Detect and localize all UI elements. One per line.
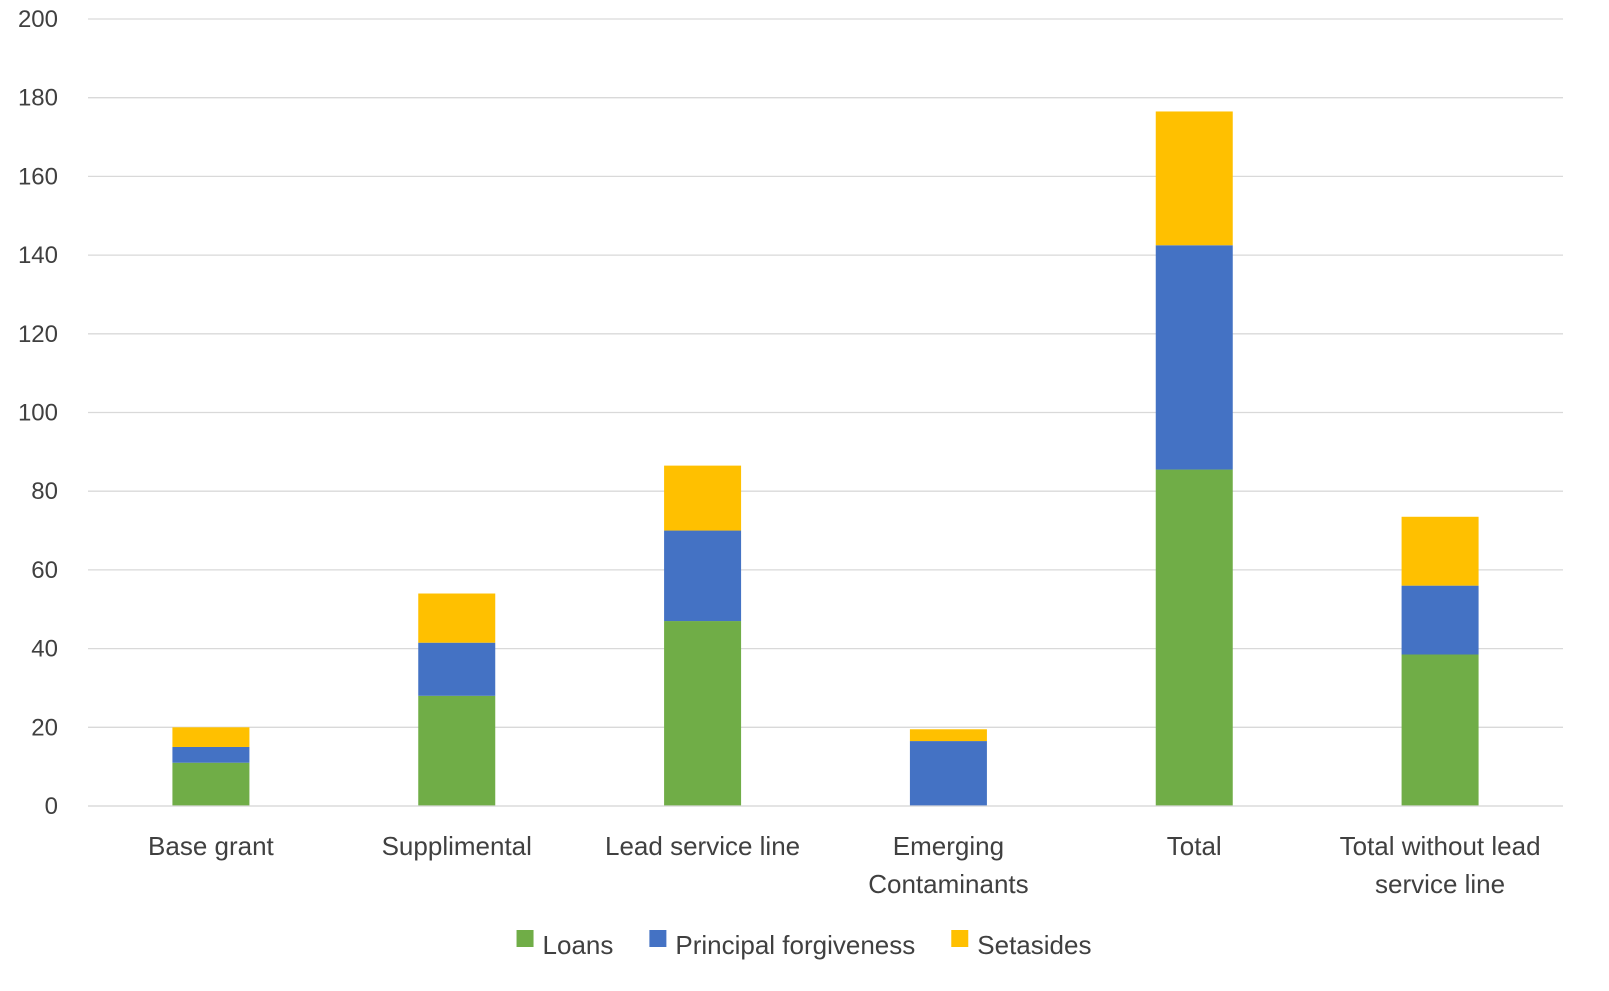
x-category-label-line: Base grant xyxy=(148,831,275,861)
x-category-label-line: service line xyxy=(1375,869,1505,899)
x-category-label: Lead service line xyxy=(605,831,800,861)
legend: Loans Principal forgiveness Setasides xyxy=(516,930,1091,960)
legend-label: Setasides xyxy=(977,930,1091,960)
x-category-label-line: Lead service line xyxy=(605,831,800,861)
y-tick-label: 120 xyxy=(18,321,58,348)
bar-setasides-2 xyxy=(664,465,742,531)
bar-principal-forgiveness-5 xyxy=(1401,585,1479,655)
bar-loans-1 xyxy=(418,695,496,806)
bar-setasides-1 xyxy=(418,593,496,643)
x-category-label-line: Supplimental xyxy=(382,831,532,861)
x-category-label-line: Total without lead xyxy=(1340,831,1541,861)
y-tick-label: 100 xyxy=(18,400,58,427)
y-tick-label: 40 xyxy=(31,636,58,663)
x-category-label-line: Total xyxy=(1167,831,1222,861)
bars xyxy=(172,111,1479,806)
gridlines xyxy=(88,18,1563,807)
legend-item-principal-forgiveness: Principal forgiveness xyxy=(649,930,915,960)
x-category-label: Total xyxy=(1167,831,1222,861)
legend-item-setasides: Setasides xyxy=(951,930,1091,960)
y-tick-label: 140 xyxy=(18,242,58,269)
bar-loans-4 xyxy=(1155,469,1233,806)
x-category-label-line: Contaminants xyxy=(868,869,1028,899)
x-category-label: Emerging Contaminants xyxy=(868,831,1028,899)
legend-item-loans: Loans xyxy=(516,930,614,960)
bar-principal-forgiveness-1 xyxy=(418,642,496,696)
bar-loans-2 xyxy=(664,621,742,806)
y-tick-label: 200 xyxy=(18,6,58,33)
bar-setasides-4 xyxy=(1155,111,1233,246)
legend-swatch xyxy=(649,930,667,947)
y-tick-label: 80 xyxy=(31,478,58,505)
bar-setasides-3 xyxy=(909,729,987,742)
bar-principal-forgiveness-0 xyxy=(172,746,250,763)
bar-setasides-5 xyxy=(1401,516,1479,586)
bar-principal-forgiveness-2 xyxy=(664,530,742,622)
legend-label: Principal forgiveness xyxy=(675,930,915,960)
y-tick-label: 180 xyxy=(18,85,58,112)
legend-label: Loans xyxy=(543,930,614,960)
x-category-label-line: Emerging xyxy=(893,831,1004,861)
x-category-label: Base grant xyxy=(148,831,275,861)
bar-principal-forgiveness-3 xyxy=(909,741,987,806)
legend-swatch xyxy=(951,930,969,947)
axes: 0 20 40 60 80 100 120 140 160 180 200 Base grant Sup… xyxy=(18,6,1563,899)
bar-setasides-0 xyxy=(172,727,250,747)
y-tick-label: 160 xyxy=(18,163,58,190)
bar-loans-0 xyxy=(172,762,250,806)
bar-loans-5 xyxy=(1401,654,1479,806)
x-category-label: Supplimental xyxy=(382,831,532,861)
legend-swatch xyxy=(516,930,534,947)
bar-principal-forgiveness-4 xyxy=(1155,245,1233,470)
y-tick-label: 0 xyxy=(45,793,58,820)
y-tick-label: 60 xyxy=(31,557,58,584)
y-tick-label: 20 xyxy=(31,714,58,741)
x-category-label: Total without lead service line xyxy=(1340,831,1541,899)
